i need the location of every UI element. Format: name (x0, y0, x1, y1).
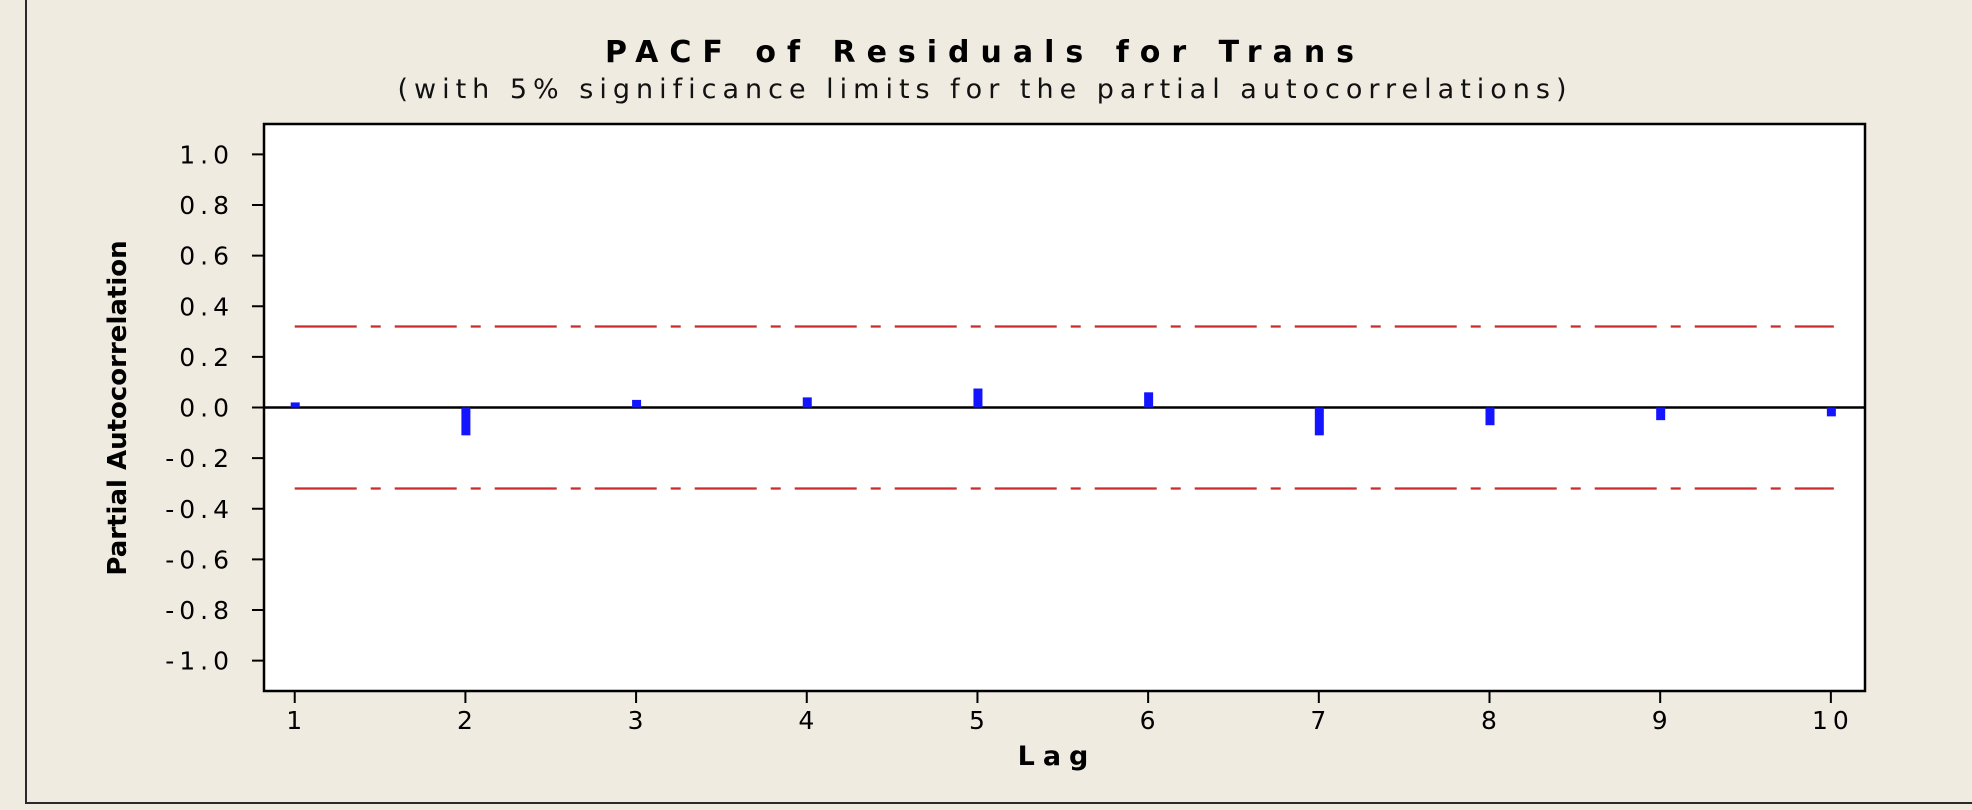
chart-subtitle: (with 5% significance limits for the par… (397, 74, 1572, 105)
y-tick-label: 1.0 (179, 140, 234, 169)
pacf-bar (632, 399, 642, 408)
pacf-bar (1314, 407, 1324, 436)
y-tick-label: 0.0 (179, 394, 234, 423)
pacf-bar (290, 402, 300, 408)
pacf-bars (290, 388, 1836, 436)
y-tick-label: -0.6 (165, 545, 234, 574)
pacf-bar (1826, 407, 1836, 417)
pacf-bar (1485, 407, 1495, 426)
pacf-bar (1656, 407, 1666, 421)
x-tick-label: 4 (798, 706, 819, 735)
x-tick-label: 3 (628, 706, 649, 735)
y-tick-label: 0.4 (179, 292, 234, 321)
significance-limits (294, 325, 1834, 490)
x-tick-label: 6 (1140, 706, 1161, 735)
figure-border-left (25, 0, 27, 804)
y-axis-title: Partial Autocorrelation (103, 240, 133, 575)
figure-border-bottom (25, 802, 1972, 804)
y-tick-label: 0.2 (179, 343, 234, 372)
y-tick-label: 0.6 (179, 242, 234, 271)
chart-title: PACF of Residuals for Trans (605, 35, 1365, 70)
y-tick-label: -0.4 (165, 495, 234, 524)
x-axis-title: Lag (1018, 741, 1097, 772)
pacf-bar (1144, 392, 1154, 408)
pacf-bar (802, 397, 812, 408)
x-axis: 1 2 3 4 5 6 7 8 9 10 (286, 691, 1854, 735)
pacf-bar (973, 388, 983, 408)
y-axis: 1.0 0.8 0.6 0.4 0.2 0.0 -0.2 -0.4 -0.6 -0.8 -1.0 (165, 140, 264, 676)
x-tick-label: 7 (1310, 706, 1331, 735)
x-tick-label: 10 (1812, 706, 1854, 735)
y-tick-label: 0.8 (179, 191, 234, 220)
x-tick-label: 8 (1481, 706, 1502, 735)
y-tick-label: -0.2 (165, 444, 234, 473)
x-tick-label: 9 (1652, 706, 1673, 735)
y-tick-label: -1.0 (165, 647, 234, 676)
y-tick-label: -0.8 (165, 596, 234, 625)
x-tick-label: 1 (286, 706, 307, 735)
x-tick-label: 2 (457, 706, 478, 735)
x-tick-label: 5 (969, 706, 990, 735)
pacf-bar (461, 407, 471, 436)
